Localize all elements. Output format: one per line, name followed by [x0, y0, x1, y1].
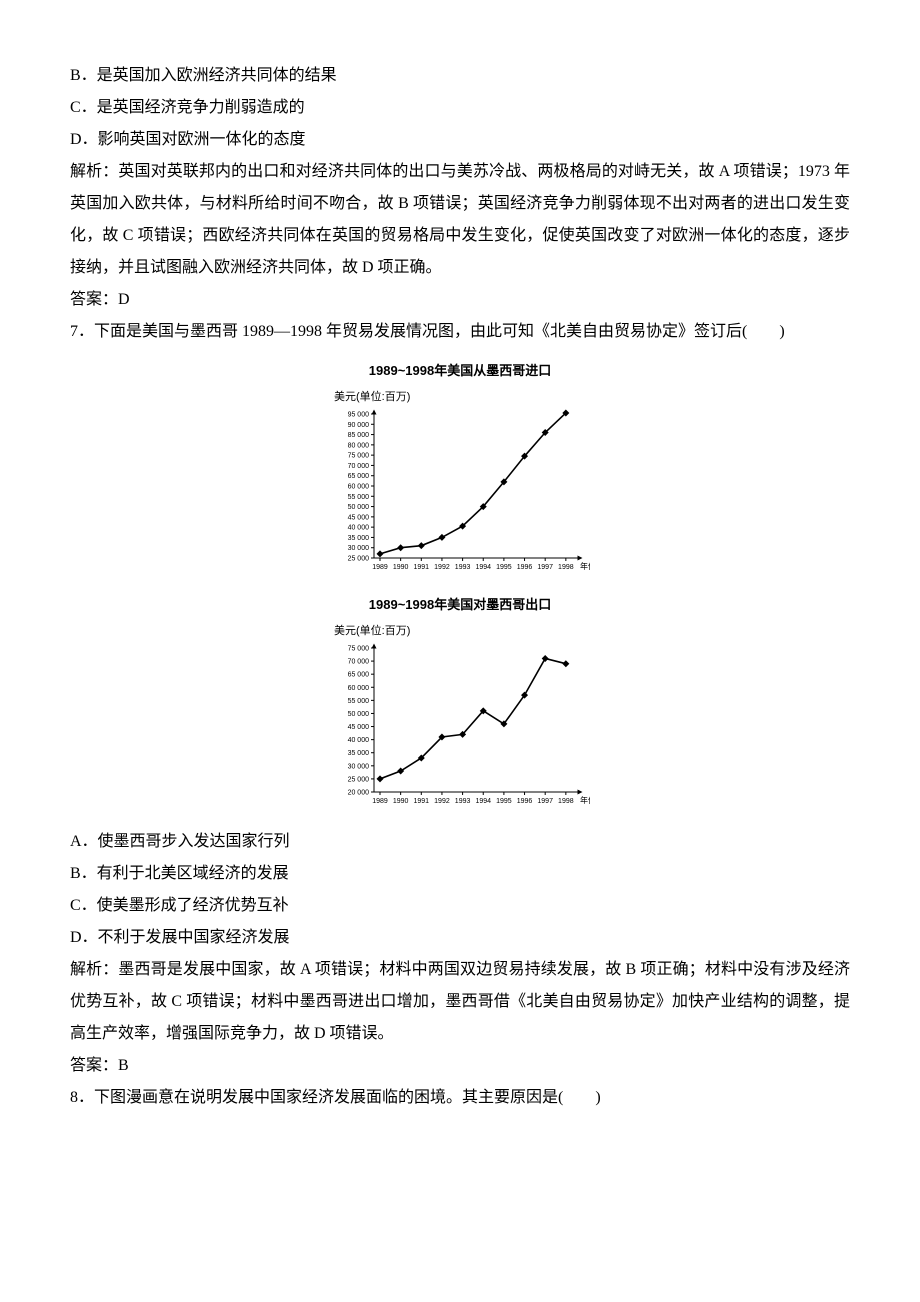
svg-text:1994: 1994 [475, 798, 491, 805]
svg-text:年份: 年份 [580, 561, 590, 571]
q7-analysis: 解析：墨西哥是发展中国家，故 A 项错误；材料中两国双边贸易持续发展，故 B 项… [70, 954, 850, 1050]
q6-choice-d: D．影响英国对欧洲一体化的态度 [70, 124, 850, 156]
q7-answer: 答案：B [70, 1050, 850, 1082]
svg-text:1991: 1991 [414, 798, 430, 805]
q6-analysis: 解析：英国对英联邦内的出口和对经济共同体的出口与美苏冷战、两极格局的对峙无关，故… [70, 156, 850, 284]
q7-chart1-svg: 25 000 30 000 35 000 40 000 45 000 50 000 55 0… [330, 408, 590, 578]
svg-text:95 000: 95 000 [348, 412, 370, 419]
q7-chart1-ylabel: 美元(单位:百万) [330, 386, 594, 408]
svg-text:40 000: 40 000 [348, 737, 370, 744]
q8-stem: 8．下图漫画意在说明发展中国家经济发展面临的困境。其主要原因是( ) [70, 1082, 850, 1114]
svg-text:50 000: 50 000 [348, 504, 370, 511]
svg-text:1993: 1993 [455, 564, 471, 571]
svg-text:1997: 1997 [537, 798, 553, 805]
svg-text:20 000: 20 000 [348, 790, 370, 797]
svg-text:1995: 1995 [496, 564, 512, 571]
q7-choice-b: B．有利于北美区域经济的发展 [70, 858, 850, 890]
svg-text:25 000: 25 000 [348, 776, 370, 783]
q7-chart2-wrap: 1989~1998年美国对墨西哥出口 美元(单位:百万) 20 00025 00… [330, 592, 590, 812]
svg-text:1996: 1996 [517, 564, 533, 571]
q6-choice-b: B．是英国加入欧洲经济共同体的结果 [70, 60, 850, 92]
svg-text:80 000: 80 000 [348, 442, 370, 449]
svg-text:1992: 1992 [434, 798, 450, 805]
svg-text:50 000: 50 000 [348, 711, 370, 718]
svg-text:55 000: 55 000 [348, 698, 370, 705]
q7-chart2-svg: 20 000 25 000 30 000 35 000 40 000 45 000 50 0… [330, 642, 590, 812]
q7-chart1-title: 1989~1998年美国从墨西哥进口 [330, 358, 590, 384]
svg-text:65 000: 65 000 [348, 672, 370, 679]
svg-text:25 000: 25 000 [348, 556, 370, 563]
q6-answer: 答案：D [70, 284, 850, 316]
q7-choice-c: C．使美墨形成了经济优势互补 [70, 890, 850, 922]
svg-text:60 000: 60 000 [348, 484, 370, 491]
svg-text:年份: 年份 [580, 795, 590, 805]
svg-text:40 000: 40 000 [348, 525, 370, 532]
svg-text:75 000: 75 000 [348, 453, 370, 460]
svg-text:30 000: 30 000 [348, 763, 370, 770]
svg-text:70 000: 70 000 [348, 463, 370, 470]
svg-text:1989: 1989 [372, 798, 388, 805]
q7-chart1-wrap: 1989~1998年美国从墨西哥进口 美元(单位:百万) 25 00030 00… [330, 358, 590, 578]
svg-text:90 000: 90 000 [348, 422, 370, 429]
svg-text:1992: 1992 [434, 564, 450, 571]
q7-choice-d: D．不利于发展中国家经济发展 [70, 922, 850, 954]
q7-analysis-text: 墨西哥是发展中国家，故 A 项错误；材料中两国双边贸易持续发展，故 B 项正确；… [70, 961, 850, 1042]
svg-text:65 000: 65 000 [348, 473, 370, 480]
svg-text:1998: 1998 [558, 564, 574, 571]
svg-text:75 000: 75 000 [348, 646, 370, 653]
svg-text:1990: 1990 [393, 798, 409, 805]
svg-text:1989: 1989 [372, 564, 388, 571]
q7-chart2-ylabel: 美元(单位:百万) [330, 620, 594, 642]
svg-text:85 000: 85 000 [348, 432, 370, 439]
q7-answer-label: 答案： [70, 1057, 118, 1074]
q6-analysis-label: 解析： [70, 163, 118, 180]
q7-answer-value: B [118, 1057, 129, 1074]
svg-text:45 000: 45 000 [348, 514, 370, 521]
q7-choice-a: A．使墨西哥步入发达国家行列 [70, 826, 850, 858]
q7-chart2-title: 1989~1998年美国对墨西哥出口 [330, 592, 590, 618]
svg-text:70 000: 70 000 [348, 659, 370, 666]
svg-text:1997: 1997 [537, 564, 553, 571]
svg-text:1994: 1994 [475, 564, 491, 571]
q6-answer-label: 答案： [70, 291, 118, 308]
svg-text:1998: 1998 [558, 798, 574, 805]
q6-answer-value: D [118, 291, 130, 308]
svg-text:1991: 1991 [414, 564, 430, 571]
svg-text:1996: 1996 [517, 798, 533, 805]
svg-text:35 000: 35 000 [348, 535, 370, 542]
q6-analysis-text: 英国对英联邦内的出口和对经济共同体的出口与美苏冷战、两极格局的对峙无关，故 A … [70, 163, 850, 276]
svg-text:45 000: 45 000 [348, 724, 370, 731]
svg-text:60 000: 60 000 [348, 685, 370, 692]
q7-stem: 7．下面是美国与墨西哥 1989—1998 年贸易发展情况图，由此可知《北美自由… [70, 316, 850, 348]
svg-text:1995: 1995 [496, 798, 512, 805]
svg-text:55 000: 55 000 [348, 494, 370, 501]
svg-text:1993: 1993 [455, 798, 471, 805]
svg-text:35 000: 35 000 [348, 750, 370, 757]
svg-text:1990: 1990 [393, 564, 409, 571]
svg-text:30 000: 30 000 [348, 545, 370, 552]
q6-choice-c: C．是英国经济竞争力削弱造成的 [70, 92, 850, 124]
q7-analysis-label: 解析： [70, 961, 118, 978]
q7-figures: 1989~1998年美国从墨西哥进口 美元(单位:百万) 25 000 30 00… [70, 358, 850, 812]
